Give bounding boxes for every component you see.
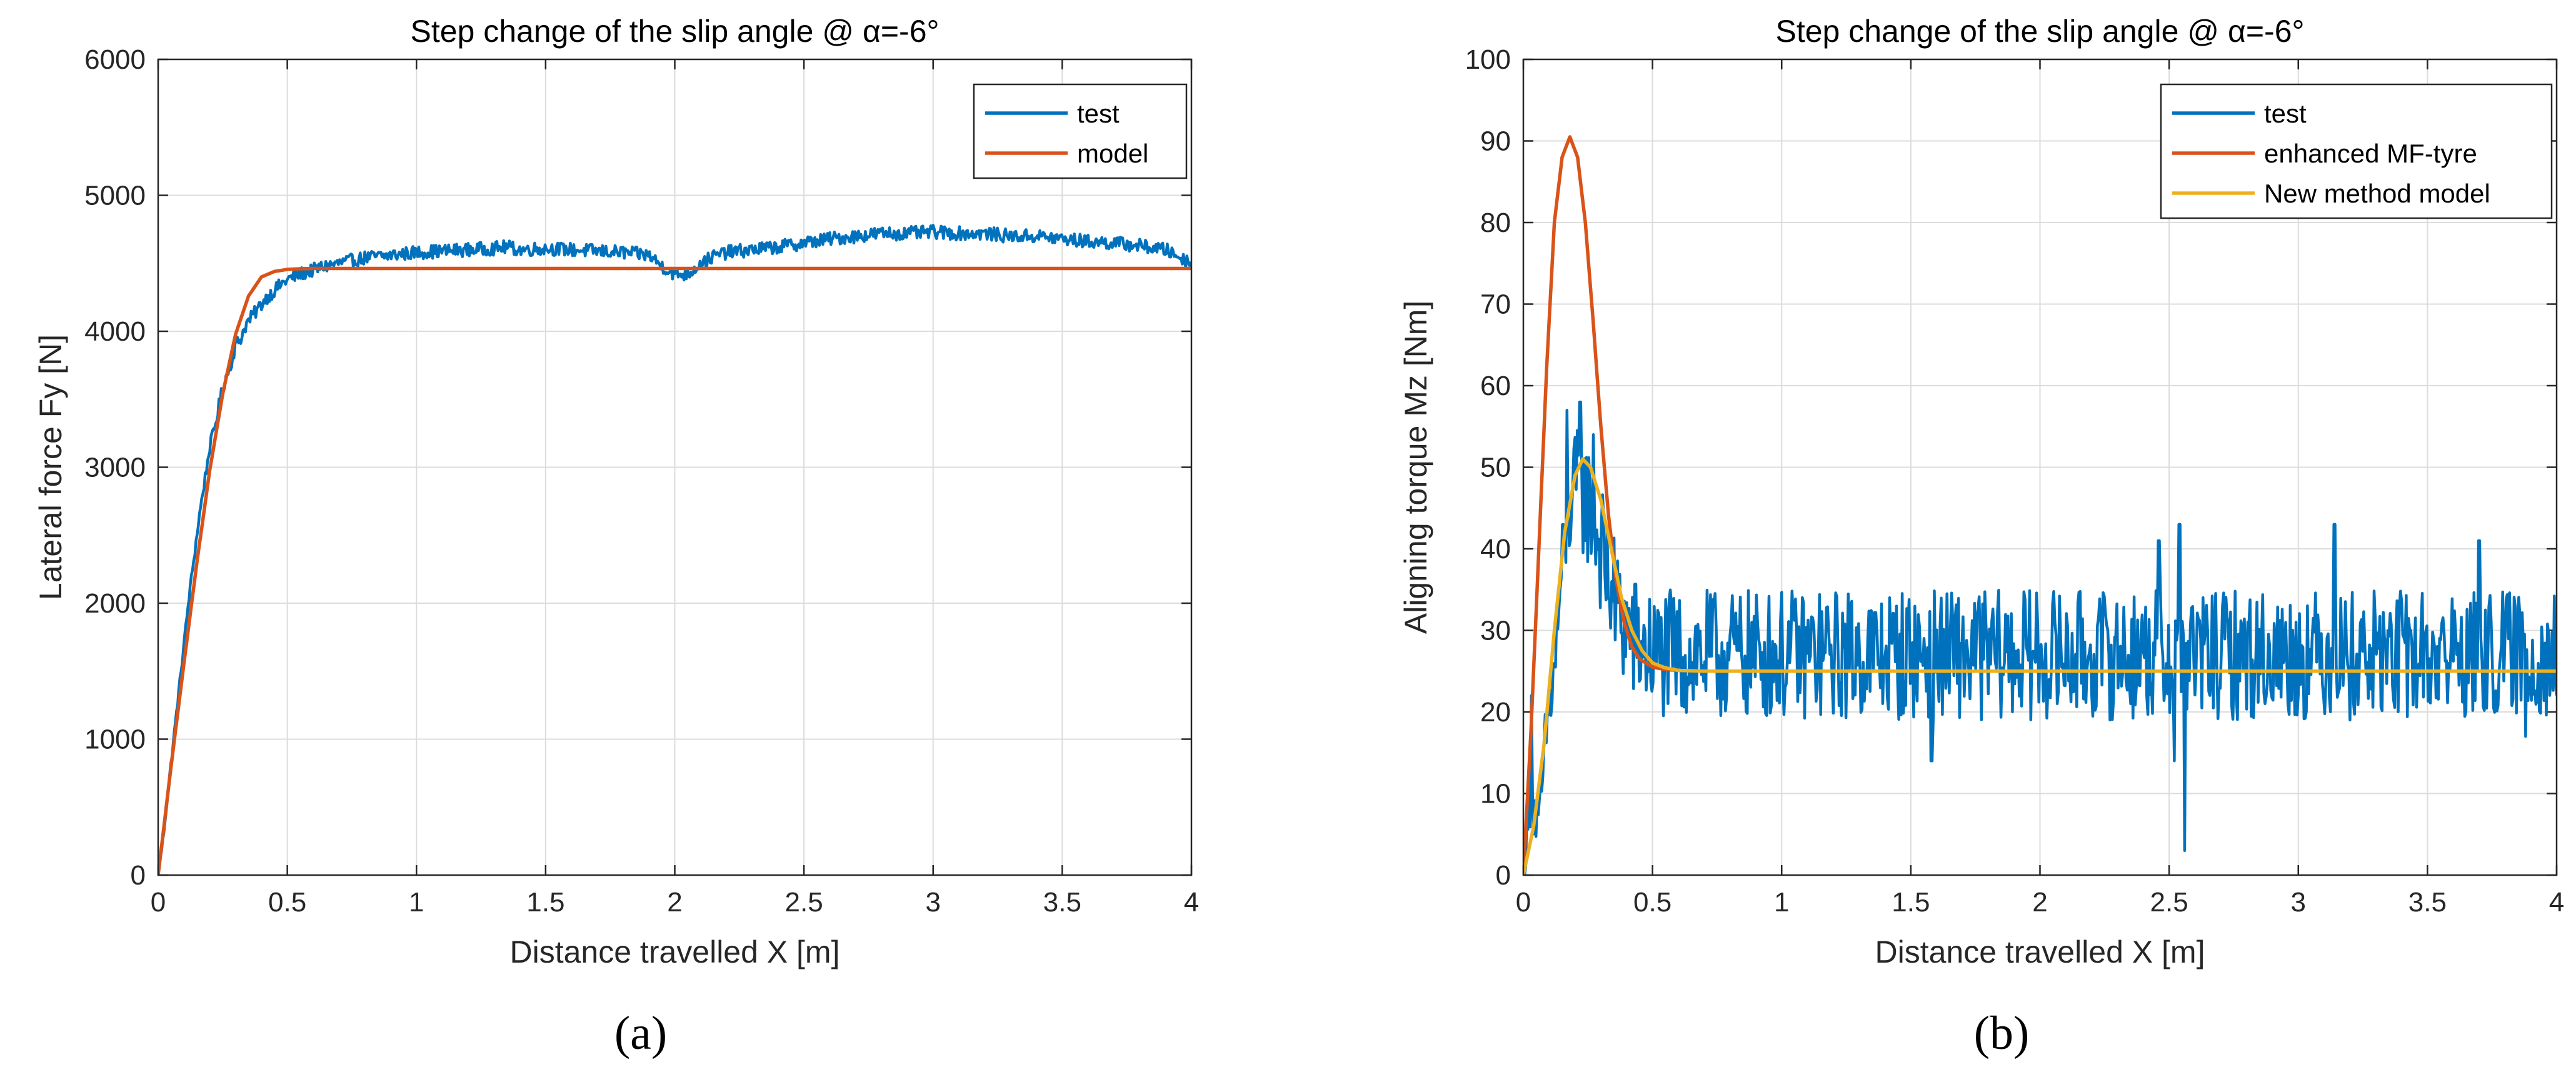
y-tick-label: 40 [1480, 534, 1511, 564]
series-line-test [1523, 400, 2557, 875]
x-tick-label: 2.5 [785, 887, 823, 918]
x-tick-label: 0.5 [268, 887, 306, 918]
y-tick-label: 70 [1480, 289, 1511, 320]
x-axis-label: Distance travelled X [m] [1875, 934, 2205, 969]
x-tick-label: 1.5 [1892, 887, 1930, 918]
chart-b: 0 0.5 1 1.5 2 2.5 3 3.5 40102030405060708090100S… [1398, 14, 2564, 969]
series-line-new-method-model [1523, 457, 2557, 875]
y-tick-label: 50 [1480, 453, 1511, 483]
y-tick-label: 1000 [84, 724, 146, 755]
y-tick-label: 20 [1480, 697, 1511, 728]
legend-box [973, 83, 1188, 179]
chart-title: Step change of the slip angle @ α=-6° [1775, 14, 2304, 49]
x-tick-label: 1 [1774, 887, 1789, 918]
x-tick-label: 2.5 [2150, 887, 2188, 918]
legend-label: test [2264, 99, 2307, 128]
y-tick-label: 100 [1465, 44, 1511, 75]
x-tick-label: 0.5 [1633, 887, 1671, 918]
subfigure-label-b: (b) [1973, 1007, 2030, 1059]
series-group [158, 224, 1191, 875]
x-tick-label: 2 [2032, 887, 2047, 918]
subfigure-label-a: (a) [614, 1007, 668, 1059]
series-line-model [158, 266, 1191, 875]
y-tick-label: 10 [1480, 779, 1511, 809]
y-axis-label: Lateral force Fy [N] [33, 334, 68, 600]
x-tick-label: 3 [2291, 887, 2306, 918]
x-tick-label: 0 [151, 887, 166, 918]
legend-label: model [1077, 139, 1148, 168]
series-group [1523, 135, 2557, 875]
y-tick-label: 2000 [84, 588, 146, 619]
x-tick-label: 0 [1516, 887, 1531, 918]
y-tick-label: 80 [1480, 208, 1511, 238]
x-tick-label: 3.5 [1043, 887, 1081, 918]
x-tick-label: 4 [1184, 887, 1199, 918]
y-tick-label: 3000 [84, 453, 146, 483]
y-tick-label: 6000 [84, 44, 146, 75]
y-tick-label: 4000 [84, 316, 146, 347]
x-tick-label: 2 [667, 887, 682, 918]
y-tick-label: 0 [1496, 860, 1511, 891]
chart-a: 0 0.5 1 1.5 2 2.5 3 3.5 4 0 1000 2000 3000 4000 5000 60… [33, 14, 1199, 969]
x-tick-label: 3.5 [2408, 887, 2447, 918]
legend-box [2160, 83, 2553, 219]
legend-label: enhanced MF-tyre [2264, 139, 2477, 168]
legend: test model [973, 83, 1188, 179]
y-tick-label: 30 [1480, 616, 1511, 646]
y-tick-label: 90 [1480, 126, 1511, 157]
y-tick-label: 60 [1480, 371, 1511, 401]
x-tick-label: 3 [926, 887, 941, 918]
y-axis-label: Aligning torque Mz [Nm] [1398, 301, 1433, 634]
legend-label: New method model [2264, 179, 2490, 208]
axes-box [157, 58, 1193, 876]
x-axis-label: Distance travelled X [m] [510, 934, 840, 969]
chart-title: Step change of the slip angle @ α=-6° [410, 14, 939, 49]
legend-label: test [1077, 99, 1120, 128]
x-tick-label: 1.5 [526, 887, 564, 918]
y-tick-label: 5000 [84, 181, 146, 211]
axes-box [1522, 58, 2558, 876]
series-line-test [158, 224, 1191, 874]
legend: test enhanced MF-tyre New method model [2160, 83, 2553, 219]
x-tick-label: 1 [409, 887, 424, 918]
y-tick-label: 0 [131, 860, 146, 891]
x-tick-label: 4 [2549, 887, 2564, 918]
